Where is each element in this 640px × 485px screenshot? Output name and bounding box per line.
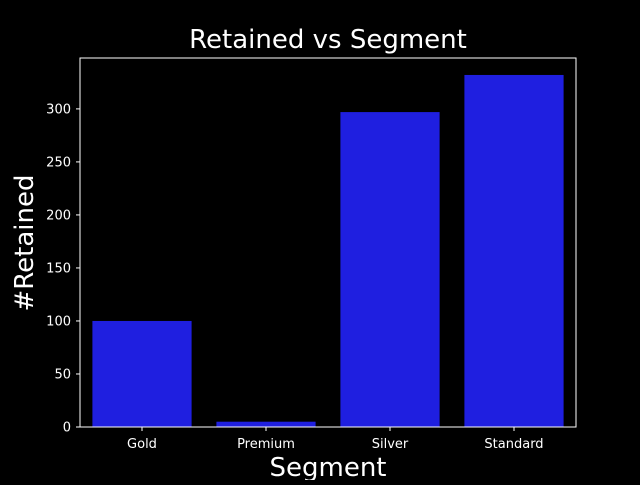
- y-axis-label: #Retained: [10, 174, 40, 311]
- y-tick-label: 150: [46, 261, 71, 276]
- y-axis-ticks: 0 50 100 150 200 250 300: [46, 102, 80, 436]
- bar-gold: [92, 320, 192, 427]
- bar-premium: [216, 421, 316, 427]
- x-tick-label: Standard: [484, 437, 543, 452]
- bars-group: [92, 74, 564, 428]
- x-tick-label: Gold: [127, 437, 157, 452]
- x-axis-label: Segment: [270, 453, 387, 480]
- bar-silver: [340, 112, 440, 428]
- x-axis-ticks: Gold Premium Silver Standard: [127, 427, 544, 452]
- y-tick-label: 300: [46, 102, 71, 117]
- plot-frame: [79, 57, 577, 428]
- y-tick-label: 0: [63, 421, 71, 436]
- x-tick-label: Premium: [237, 437, 295, 452]
- y-tick-label: 50: [54, 367, 71, 382]
- y-tick-label: 200: [46, 208, 71, 223]
- x-tick-label: Silver: [372, 437, 409, 452]
- y-tick-label: 250: [46, 155, 71, 170]
- chart-title: Retained vs Segment: [189, 25, 467, 55]
- bar-standard: [464, 74, 564, 427]
- y-tick-label: 100: [46, 314, 71, 329]
